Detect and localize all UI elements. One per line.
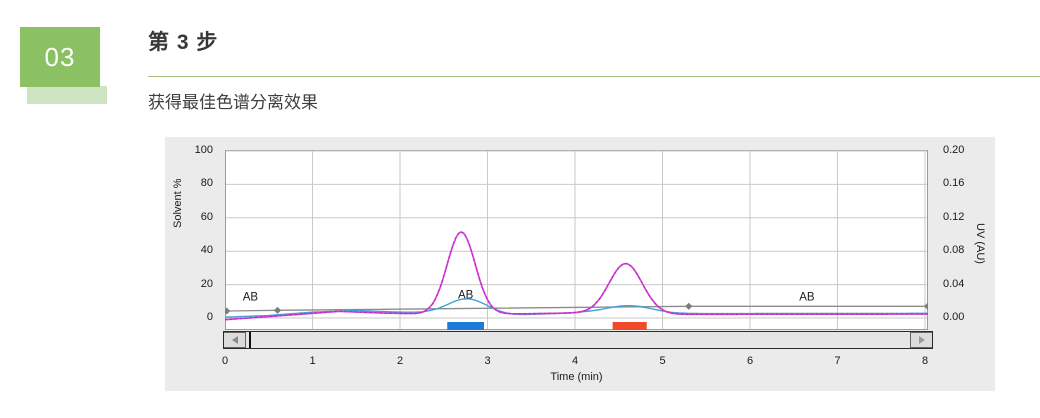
y-axis-tick-label-left: 100 [194,144,213,156]
x-axis-tick-label: 4 [571,355,579,367]
plot-background [225,150,928,330]
gradient-marker [223,307,231,315]
step-badge: 03 [20,27,100,87]
gradient-segment-label: AB [243,291,259,303]
step-badge-shadow [27,86,107,104]
x-axis-tick-label: 3 [484,355,491,367]
uv-trace-dotted-overlay [224,231,929,321]
y-axis-tick-label-right: 0.16 [943,177,965,190]
x-axis-tick-label: 7 [834,355,841,367]
arrow-right-icon [918,336,925,344]
gradient-line [226,305,928,312]
chromatogram-chart: AB AB AB [223,150,932,330]
step-number: 03 [44,41,76,72]
scrollbar-right-button[interactable] [910,332,932,348]
y-axis-tick-label-left: 80 [200,177,213,190]
x-axis-tick-label: 1 [309,355,316,367]
page-title: 第 3 步 [148,31,219,54]
y-axis-tick-label-left: 40 [200,244,213,257]
scrollbar-left-button[interactable] [224,332,246,348]
x-axis-tick-label: 0 [221,355,229,367]
scrollbar-thumb-edge[interactable] [249,332,251,348]
x-axis-tick-label: 8 [921,355,929,367]
chromatogram-panel: AB AB AB Solvent % UV (AU) Time (min) 0 20 4… [165,137,995,391]
y-axis-tick-label-right: 0.00 [943,311,965,323]
fraction-collection-bar [612,322,647,330]
plot-area: AB AB AB [223,150,932,330]
y-axis-tick-label-left: 60 [200,210,213,223]
x-axis-tick-label: 6 [746,355,754,367]
gradient-marker [273,306,282,314]
x-axis-tick-label: 2 [396,355,404,367]
gradient-marker [685,302,693,310]
y-axis-tick-label-left: 0 [206,311,213,323]
gradient-segment-label: AB [799,291,815,303]
arrow-left-icon [231,336,238,344]
y-axis-tick-label-right: 0.20 [943,144,965,156]
y-axis-tick-label-right: 0.04 [943,277,965,290]
x-axis-tick-label: 5 [659,355,666,367]
fraction-collection-bar [447,322,484,330]
y-axis-tick-label-right: 0.12 [943,210,965,223]
title-divider [148,76,1040,77]
y-axis-tick-label-right: 0.08 [943,244,965,257]
page-subtitle: 获得最佳色谱分离效果 [148,93,318,112]
x-axis-title: Time (min) [550,371,603,383]
time-scrollbar[interactable] [223,331,933,349]
y-axis-tick-label-left: 20 [200,277,213,290]
